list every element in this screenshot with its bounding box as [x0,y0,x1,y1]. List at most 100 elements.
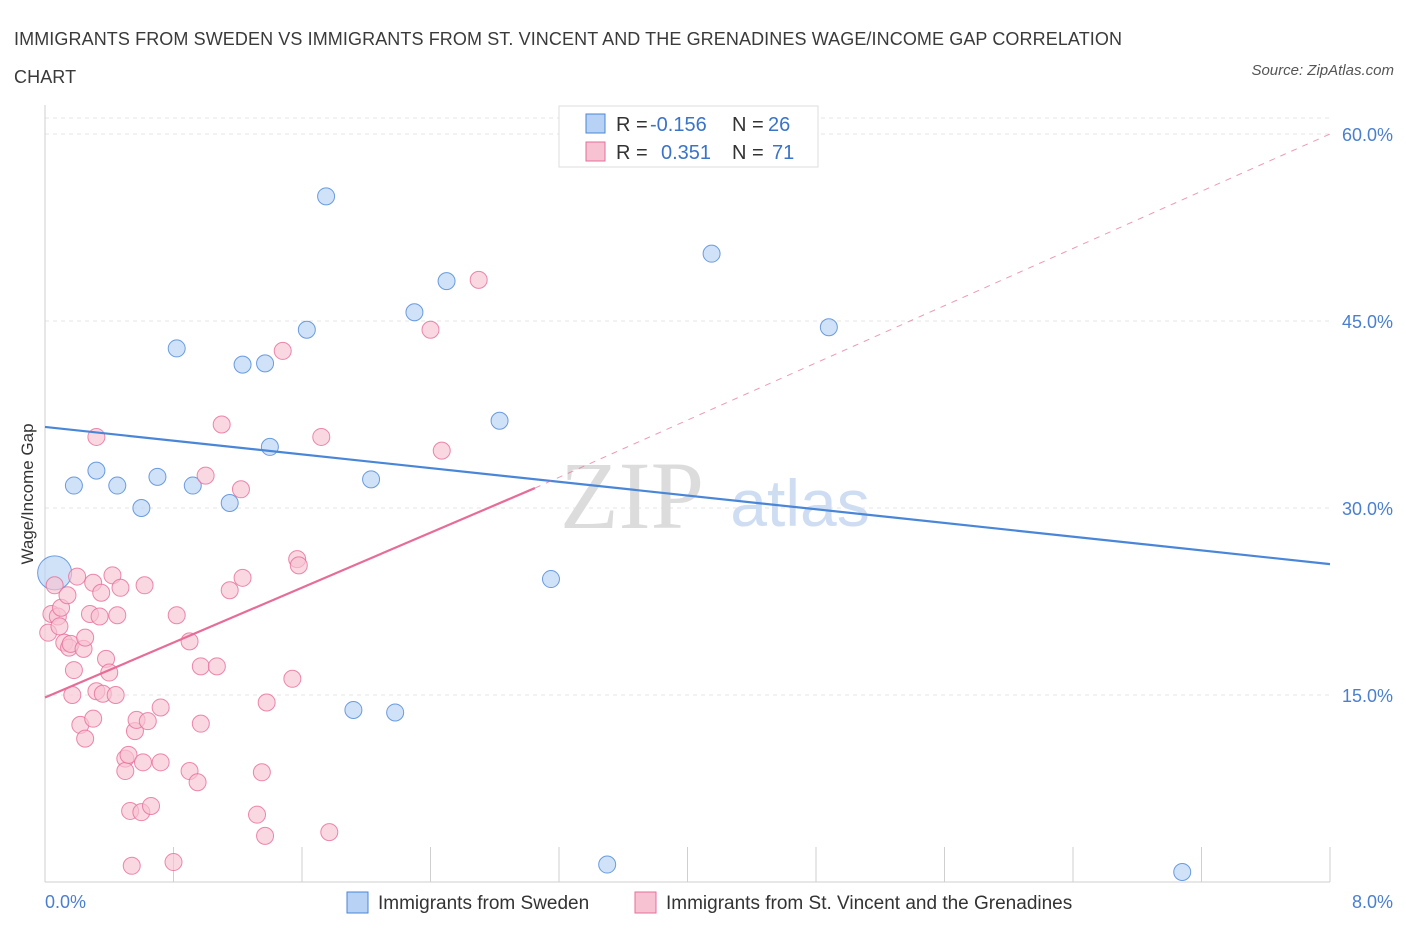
point-stvincent [273,341,292,360]
bottom-legend-swatch-stvincent [634,891,657,914]
point-stvincent [289,556,308,575]
point-sweden [233,355,252,374]
point-stvincent [283,669,302,688]
point-stvincent [191,714,210,733]
point-stvincent [212,415,231,434]
bottom-legend-label-stvincent: Immigrants from St. Vincent and the Gren… [666,893,1072,914]
point-stvincent [320,823,339,842]
point-stvincent [111,578,130,597]
point-stvincent [151,753,170,772]
point-stvincent [76,729,95,748]
point-sweden [344,700,363,719]
legend-swatch-stvincent [585,141,606,162]
point-stvincent [45,576,64,595]
point-stvincent [233,568,252,587]
point-sweden [1173,863,1192,882]
point-sweden [220,494,239,513]
point-stvincent [122,856,141,875]
point-sweden [541,570,560,589]
points-layer [37,147,1192,882]
point-stvincent [248,805,267,824]
point-stvincent [220,581,239,600]
x-ticks [44,847,1331,882]
point-stvincent [108,606,127,625]
chart-source: Source: ZipAtlas.com [1251,62,1394,79]
point-sweden [317,187,336,206]
point-sweden [183,476,202,495]
y-tick-label: 45.0% [1342,312,1393,332]
x-tick-label-max: 8.0% [1352,892,1393,912]
point-sweden [260,437,279,456]
point-stvincent [116,762,135,781]
point-sweden [64,476,83,495]
y-tick-labels: 15.0% 30.0% 45.0% 60.0% [1342,125,1393,706]
point-sweden [167,339,186,358]
y-tick-label: 30.0% [1342,499,1393,519]
point-stvincent [432,441,451,460]
point-sweden [256,354,275,373]
point-stvincent [164,853,183,872]
point-stvincent [50,617,69,636]
point-stvincent [138,712,157,731]
point-stvincent [76,628,95,647]
legend-swatch-sweden [585,113,606,134]
point-sweden [702,244,721,263]
point-stvincent [231,480,250,499]
point-stvincent [58,586,77,605]
point-stvincent [84,709,103,728]
point-sweden [386,703,405,722]
grid [45,117,1330,696]
chart-title: IMMIGRANTS FROM SWEDEN VS IMMIGRANTS FRO… [14,29,1123,87]
point-stvincent [92,583,111,602]
point-stvincent [151,698,170,717]
point-sweden [148,467,167,486]
point-stvincent [133,753,152,772]
point-stvincent [135,576,154,595]
point-sweden [437,272,456,291]
bottom-legend-swatch-sweden [346,891,369,914]
point-stvincent [188,773,207,792]
trend-lines [44,133,1331,699]
trend-line-stvincent [44,487,536,699]
point-stvincent [252,763,271,782]
point-stvincent [68,567,87,586]
point-stvincent [119,745,138,764]
bottom-legend: Immigrants from Sweden Immigrants from S… [346,891,1072,914]
point-sweden [87,461,106,480]
legend-n-label: N = [732,142,764,164]
legend-box: R = -0.156 N = 26 R = 0.351 N = 71 [558,105,819,168]
legend-n-sweden: 26 [768,114,790,136]
bottom-legend-label-sweden: Immigrants from Sweden [378,893,589,914]
y-tick-label: 60.0% [1342,125,1393,145]
point-stvincent [421,320,440,339]
y-tick-label: 15.0% [1342,686,1393,706]
point-sweden [490,411,509,430]
legend-n-label: N = [732,114,764,136]
point-stvincent [256,826,275,845]
point-sweden [405,303,424,322]
y-axis-title: Wage/Income Gap [18,423,37,564]
point-stvincent [257,693,276,712]
point-sweden [598,855,617,874]
point-stvincent [142,796,161,815]
legend-r-label: R = [616,114,648,136]
point-sweden [108,476,127,495]
legend-n-stvincent: 71 [772,142,794,164]
point-sweden [362,470,381,489]
point-stvincent [167,606,186,625]
point-stvincent [106,686,125,704]
point-stvincent [469,270,488,289]
point-stvincent [64,661,83,680]
point-stvincent [196,466,215,485]
point-stvincent [90,607,109,626]
point-sweden [132,499,151,517]
point-stvincent [207,657,226,676]
legend-r-label: R = [616,142,648,164]
x-tick-label-min: 0.0% [45,892,86,912]
trend-line-sweden [44,425,1331,566]
point-sweden [297,320,316,339]
legend-r-sweden: -0.156 [650,114,707,136]
point-sweden [819,318,838,337]
legend-r-stvincent: 0.351 [661,142,711,164]
